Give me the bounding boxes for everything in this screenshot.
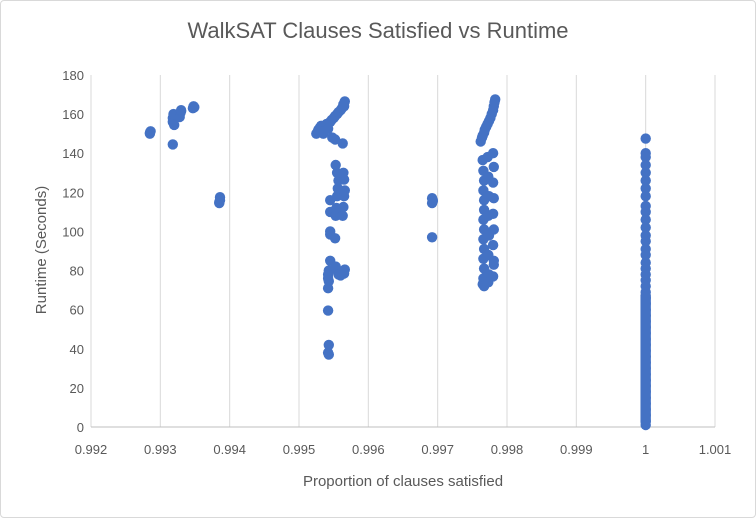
y-tick-label: 160 (62, 107, 84, 122)
x-tick-label: 0.993 (144, 442, 177, 457)
data-point (426, 232, 438, 243)
y-axis-label: Runtime (Seconds) (33, 186, 50, 314)
data-point (339, 185, 350, 196)
data-point (488, 193, 499, 204)
chart-title: WalkSAT Clauses Satisfied vs Runtime (187, 18, 569, 43)
y-tick-label: 20 (70, 381, 84, 396)
data-point (338, 167, 349, 178)
data-point (323, 349, 334, 360)
data-point (488, 259, 499, 270)
data-point (487, 148, 499, 159)
gridlines (90, 75, 716, 428)
dense-point-band (640, 290, 651, 427)
y-tick-label: 80 (70, 264, 84, 279)
data-point (323, 339, 334, 351)
data-point (337, 210, 348, 221)
data-point (490, 94, 501, 105)
data-point (487, 271, 499, 282)
data-point (488, 224, 499, 235)
y-tick-label: 140 (62, 146, 84, 161)
x-tick-label: 0.996 (352, 442, 385, 457)
data-point (338, 201, 349, 213)
data-point (487, 177, 499, 188)
y-tick-labels: 0 20 40 60 80 100 120 140 160 180 (62, 68, 84, 435)
data-point (640, 133, 651, 144)
data-point (327, 132, 338, 143)
y-tick-label: 40 (70, 342, 84, 357)
data-points (144, 94, 651, 431)
data-point (322, 283, 334, 294)
data-point (640, 159, 651, 171)
x-tick-label: 0.997 (421, 442, 454, 457)
y-tick-label: 100 (62, 224, 84, 239)
data-point (640, 183, 651, 194)
data-point (640, 222, 651, 233)
y-tick-label: 0 (77, 420, 84, 435)
data-point (640, 214, 651, 225)
data-point (640, 191, 651, 202)
data-point (427, 195, 438, 207)
x-tick-label: 1 (642, 442, 649, 457)
x-tick-label: 0.999 (560, 442, 593, 457)
data-point (167, 139, 178, 150)
data-point (640, 249, 651, 261)
data-point (189, 102, 200, 113)
data-point (214, 196, 225, 208)
data-point (487, 239, 499, 251)
x-tick-label: 0.998 (491, 442, 524, 457)
data-point (322, 305, 334, 316)
x-tick-label: 0.994 (213, 442, 246, 457)
data-point (488, 161, 499, 173)
y-tick-label: 120 (62, 185, 84, 200)
data-point (169, 119, 180, 131)
data-point (338, 268, 350, 279)
data-point (144, 128, 156, 139)
y-tick-label: 180 (62, 68, 84, 83)
y-tick-label: 60 (70, 303, 84, 318)
data-point (330, 159, 341, 171)
x-tick-label: 0.992 (75, 442, 108, 457)
data-point (487, 208, 499, 219)
data-point (640, 206, 651, 218)
x-tick-label: 1.001 (699, 442, 732, 457)
x-tick-labels: 0.992 0.993 0.994 0.995 0.996 0.997 0.998 0.999… (75, 442, 732, 457)
x-tick-label: 0.995 (283, 442, 316, 457)
data-point (640, 167, 651, 178)
data-point (338, 101, 350, 112)
data-point (640, 151, 651, 163)
data-point (640, 175, 651, 186)
x-axis-label: Proportion of clauses satisfied (303, 473, 503, 490)
data-point (640, 236, 651, 247)
data-point (329, 233, 341, 244)
data-point (175, 105, 187, 116)
